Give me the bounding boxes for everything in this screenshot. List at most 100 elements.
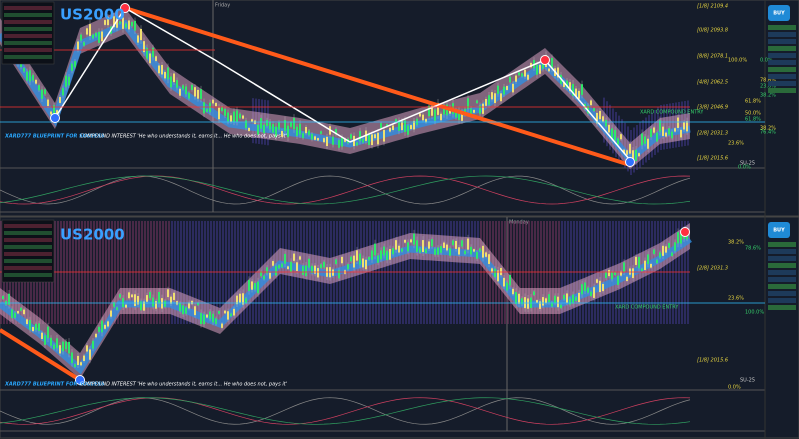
candle	[461, 111, 463, 121]
candle	[497, 270, 499, 282]
candle	[14, 312, 16, 318]
buy-label: BUY	[773, 228, 785, 234]
footer-quote: COMPOUND INTEREST 'He who understands it…	[80, 134, 287, 140]
candle	[260, 118, 262, 129]
bg-stripe	[225, 221, 227, 324]
candle	[95, 32, 97, 37]
bg-stripe	[174, 221, 176, 324]
candle	[626, 150, 628, 155]
candle	[335, 129, 337, 135]
candle	[425, 118, 427, 123]
candle	[410, 125, 412, 130]
candle	[431, 239, 433, 247]
candle	[320, 264, 322, 269]
trend-line	[124, 6, 631, 167]
candle	[305, 265, 307, 277]
candle	[341, 256, 343, 264]
candle	[437, 102, 439, 115]
candle	[509, 76, 511, 83]
candle	[635, 256, 637, 265]
candle	[446, 244, 448, 251]
bg-stripe	[582, 221, 584, 324]
candle	[215, 318, 217, 325]
footer-brand: XARD777 BLUEPRINT FOR SUCCESS	[4, 382, 105, 388]
candle	[371, 134, 373, 146]
bg-stripe	[126, 221, 128, 324]
bg-stripe	[369, 221, 371, 324]
info-row	[4, 266, 52, 270]
candle	[296, 126, 298, 136]
buy-badge[interactable]	[768, 5, 790, 21]
candle	[617, 138, 619, 145]
candle	[410, 239, 412, 243]
side-row	[768, 74, 796, 79]
candle	[548, 294, 550, 303]
candle	[563, 294, 565, 300]
bg-stripe	[576, 221, 578, 324]
candle	[539, 64, 541, 74]
candle	[275, 266, 277, 276]
fib-label: 100.0%	[728, 58, 747, 64]
candle	[494, 93, 496, 104]
info-row	[4, 238, 52, 242]
candle	[623, 149, 625, 154]
candle	[629, 143, 631, 154]
candle	[53, 105, 55, 115]
bg-stripe	[222, 221, 224, 324]
bg-stripe	[375, 221, 377, 324]
candle	[152, 297, 154, 307]
candle	[83, 355, 85, 362]
bg-stripe	[150, 221, 152, 324]
side-row	[768, 277, 796, 282]
bg-stripe	[429, 221, 431, 324]
bg-stripe	[54, 221, 56, 324]
candle	[602, 116, 604, 122]
bg-stripe	[510, 221, 512, 324]
candle	[113, 16, 115, 28]
candle	[92, 34, 94, 39]
level-label: [2/8] 2031.3	[697, 131, 728, 137]
candle	[629, 268, 631, 275]
signal-marker	[540, 55, 550, 65]
candle	[353, 255, 355, 268]
bg-stripe	[210, 221, 212, 324]
side-row	[768, 284, 796, 289]
info-row	[4, 245, 52, 249]
bg-stripe	[57, 221, 59, 324]
candle	[77, 41, 79, 50]
candle	[596, 279, 598, 283]
candle	[632, 150, 634, 160]
candle	[287, 125, 289, 138]
buy-badge[interactable]	[768, 222, 790, 238]
info-row	[4, 224, 52, 228]
bg-stripe	[393, 221, 395, 324]
bg-stripe	[192, 221, 194, 324]
candle	[548, 68, 550, 72]
fib-label: 78.6%	[745, 246, 761, 252]
candle	[305, 126, 307, 134]
bg-stripe	[78, 221, 80, 324]
candle	[248, 279, 250, 291]
candle	[473, 249, 475, 252]
bg-stripe	[75, 221, 77, 324]
candle	[107, 16, 109, 26]
candle	[392, 247, 394, 255]
candle	[188, 302, 190, 309]
candle	[563, 81, 565, 87]
bg-stripe	[447, 221, 449, 324]
candle	[386, 124, 388, 127]
candle	[23, 309, 25, 315]
candle	[257, 281, 259, 294]
fib-label: 0.0%	[760, 58, 773, 64]
candle	[269, 272, 271, 279]
bg-stripe	[465, 221, 467, 324]
candle	[338, 270, 340, 279]
bg-stripe	[678, 221, 680, 324]
fib-label: 78.6%	[760, 78, 776, 84]
candle	[239, 293, 241, 303]
candle	[170, 296, 172, 304]
candle	[269, 121, 271, 130]
candle	[197, 89, 199, 99]
candle	[56, 338, 58, 349]
bg-stripe	[570, 221, 572, 324]
